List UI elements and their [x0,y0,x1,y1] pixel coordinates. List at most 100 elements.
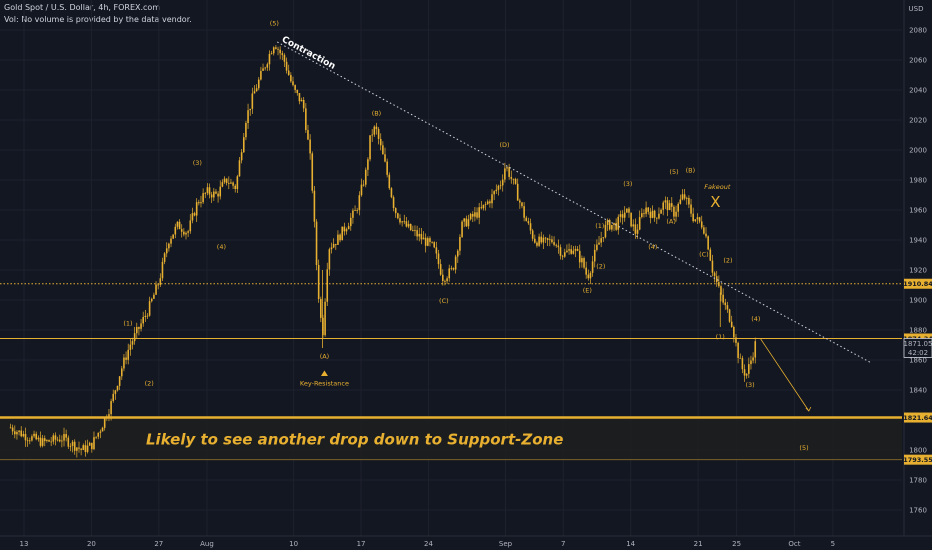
candle-body [394,207,397,214]
candle-body [71,441,74,446]
candle-body [31,436,33,441]
candle-body [707,236,709,250]
candle-body [24,434,27,441]
candle-body [700,221,703,228]
candle-body [636,229,639,234]
x-tick-label: 20 [87,540,96,548]
candle-body [585,267,587,275]
wave-label: (C) [439,297,449,305]
candle-body [362,184,365,186]
candle-body [208,187,211,195]
candle-body [401,221,403,223]
key-resistance-label: Key-Resistance [300,380,349,388]
candle-body [367,159,369,170]
candle-body [677,203,679,212]
candle-body [641,213,643,218]
candle-body [58,439,61,442]
candle-body [555,244,558,246]
candle-body [247,110,249,123]
y-tick-label: 2080 [909,27,927,35]
candle-body [754,341,757,358]
candle-body [168,243,170,249]
fakeout-x: X [710,193,720,211]
candle-body [611,224,613,230]
candle-body [566,250,568,253]
candle-body [448,268,451,279]
candle-body [84,445,87,452]
candle-body [683,194,686,199]
candle-body [632,224,635,227]
drawings: Contraction [277,35,872,412]
x-tick-label: 10 [289,540,298,548]
candle-body [180,229,183,232]
candle-body [705,233,707,237]
candle-body [386,161,388,175]
candle-body [332,243,335,248]
candle-body [508,167,510,177]
x-tick-label: 24 [424,540,433,548]
candle-body [435,247,438,254]
candle-body [666,200,669,211]
candle-body [463,218,465,222]
candle-body [521,202,523,207]
candle-body [523,206,525,218]
candle-body [673,206,675,217]
candle-body [236,176,239,190]
candle-body [377,129,380,139]
candle-body [20,430,23,437]
x-tick-label: 27 [154,540,163,548]
candle-body [692,213,694,222]
candle-body [183,231,185,235]
candle-body [240,152,243,161]
candle-body [382,145,384,155]
candle-body [619,214,622,217]
y-tick-label: 1860 [909,357,927,365]
candle-body [178,221,181,230]
candle-body [174,226,177,235]
candle-body [745,373,748,376]
candle-body [649,211,652,218]
candle-body [444,281,446,282]
candle-body [623,212,626,218]
y-tick-label: 1920 [909,267,927,275]
wave-label: (4) [648,243,657,251]
candle-body [694,219,697,222]
candle-body [324,301,326,336]
y-tick-label: 2040 [909,87,927,95]
candle-body [606,220,609,225]
candle-body [185,232,187,235]
candle-body [28,440,31,442]
candle-body [548,239,551,241]
candle-body [270,53,273,55]
candle-body [437,253,440,265]
candle-body [283,54,286,62]
candle-body [591,261,594,273]
candle-body [459,237,461,251]
candle-body [491,194,493,204]
candle-body [116,385,119,391]
candle-body [696,217,699,220]
candle-body [519,200,521,203]
candle-body [540,236,543,243]
candle-body [317,264,320,299]
candle-body [86,445,89,452]
candle-body [80,448,82,450]
candle-body [328,249,331,270]
candle-body [551,239,553,243]
x-tick-label: 17 [357,540,366,548]
wave-label: (3) [623,180,632,188]
candle-body [493,191,495,195]
candle-body [230,182,232,184]
candle-body [285,61,288,71]
candle-body [416,230,418,237]
candle-body [277,48,279,50]
candle-body [441,274,444,282]
candle-body [720,286,722,295]
projection-arrowhead [805,406,812,412]
price-axis[interactable]: USD1760178018001820184018601880190019201… [903,0,932,536]
candle-body [238,160,241,177]
wave-label: (B) [372,110,382,118]
candle-body [369,135,371,160]
time-axis[interactable]: 13 20 27 Aug 10 17 24 Sep 7 14 21 25 Oct 5 [0,535,932,548]
